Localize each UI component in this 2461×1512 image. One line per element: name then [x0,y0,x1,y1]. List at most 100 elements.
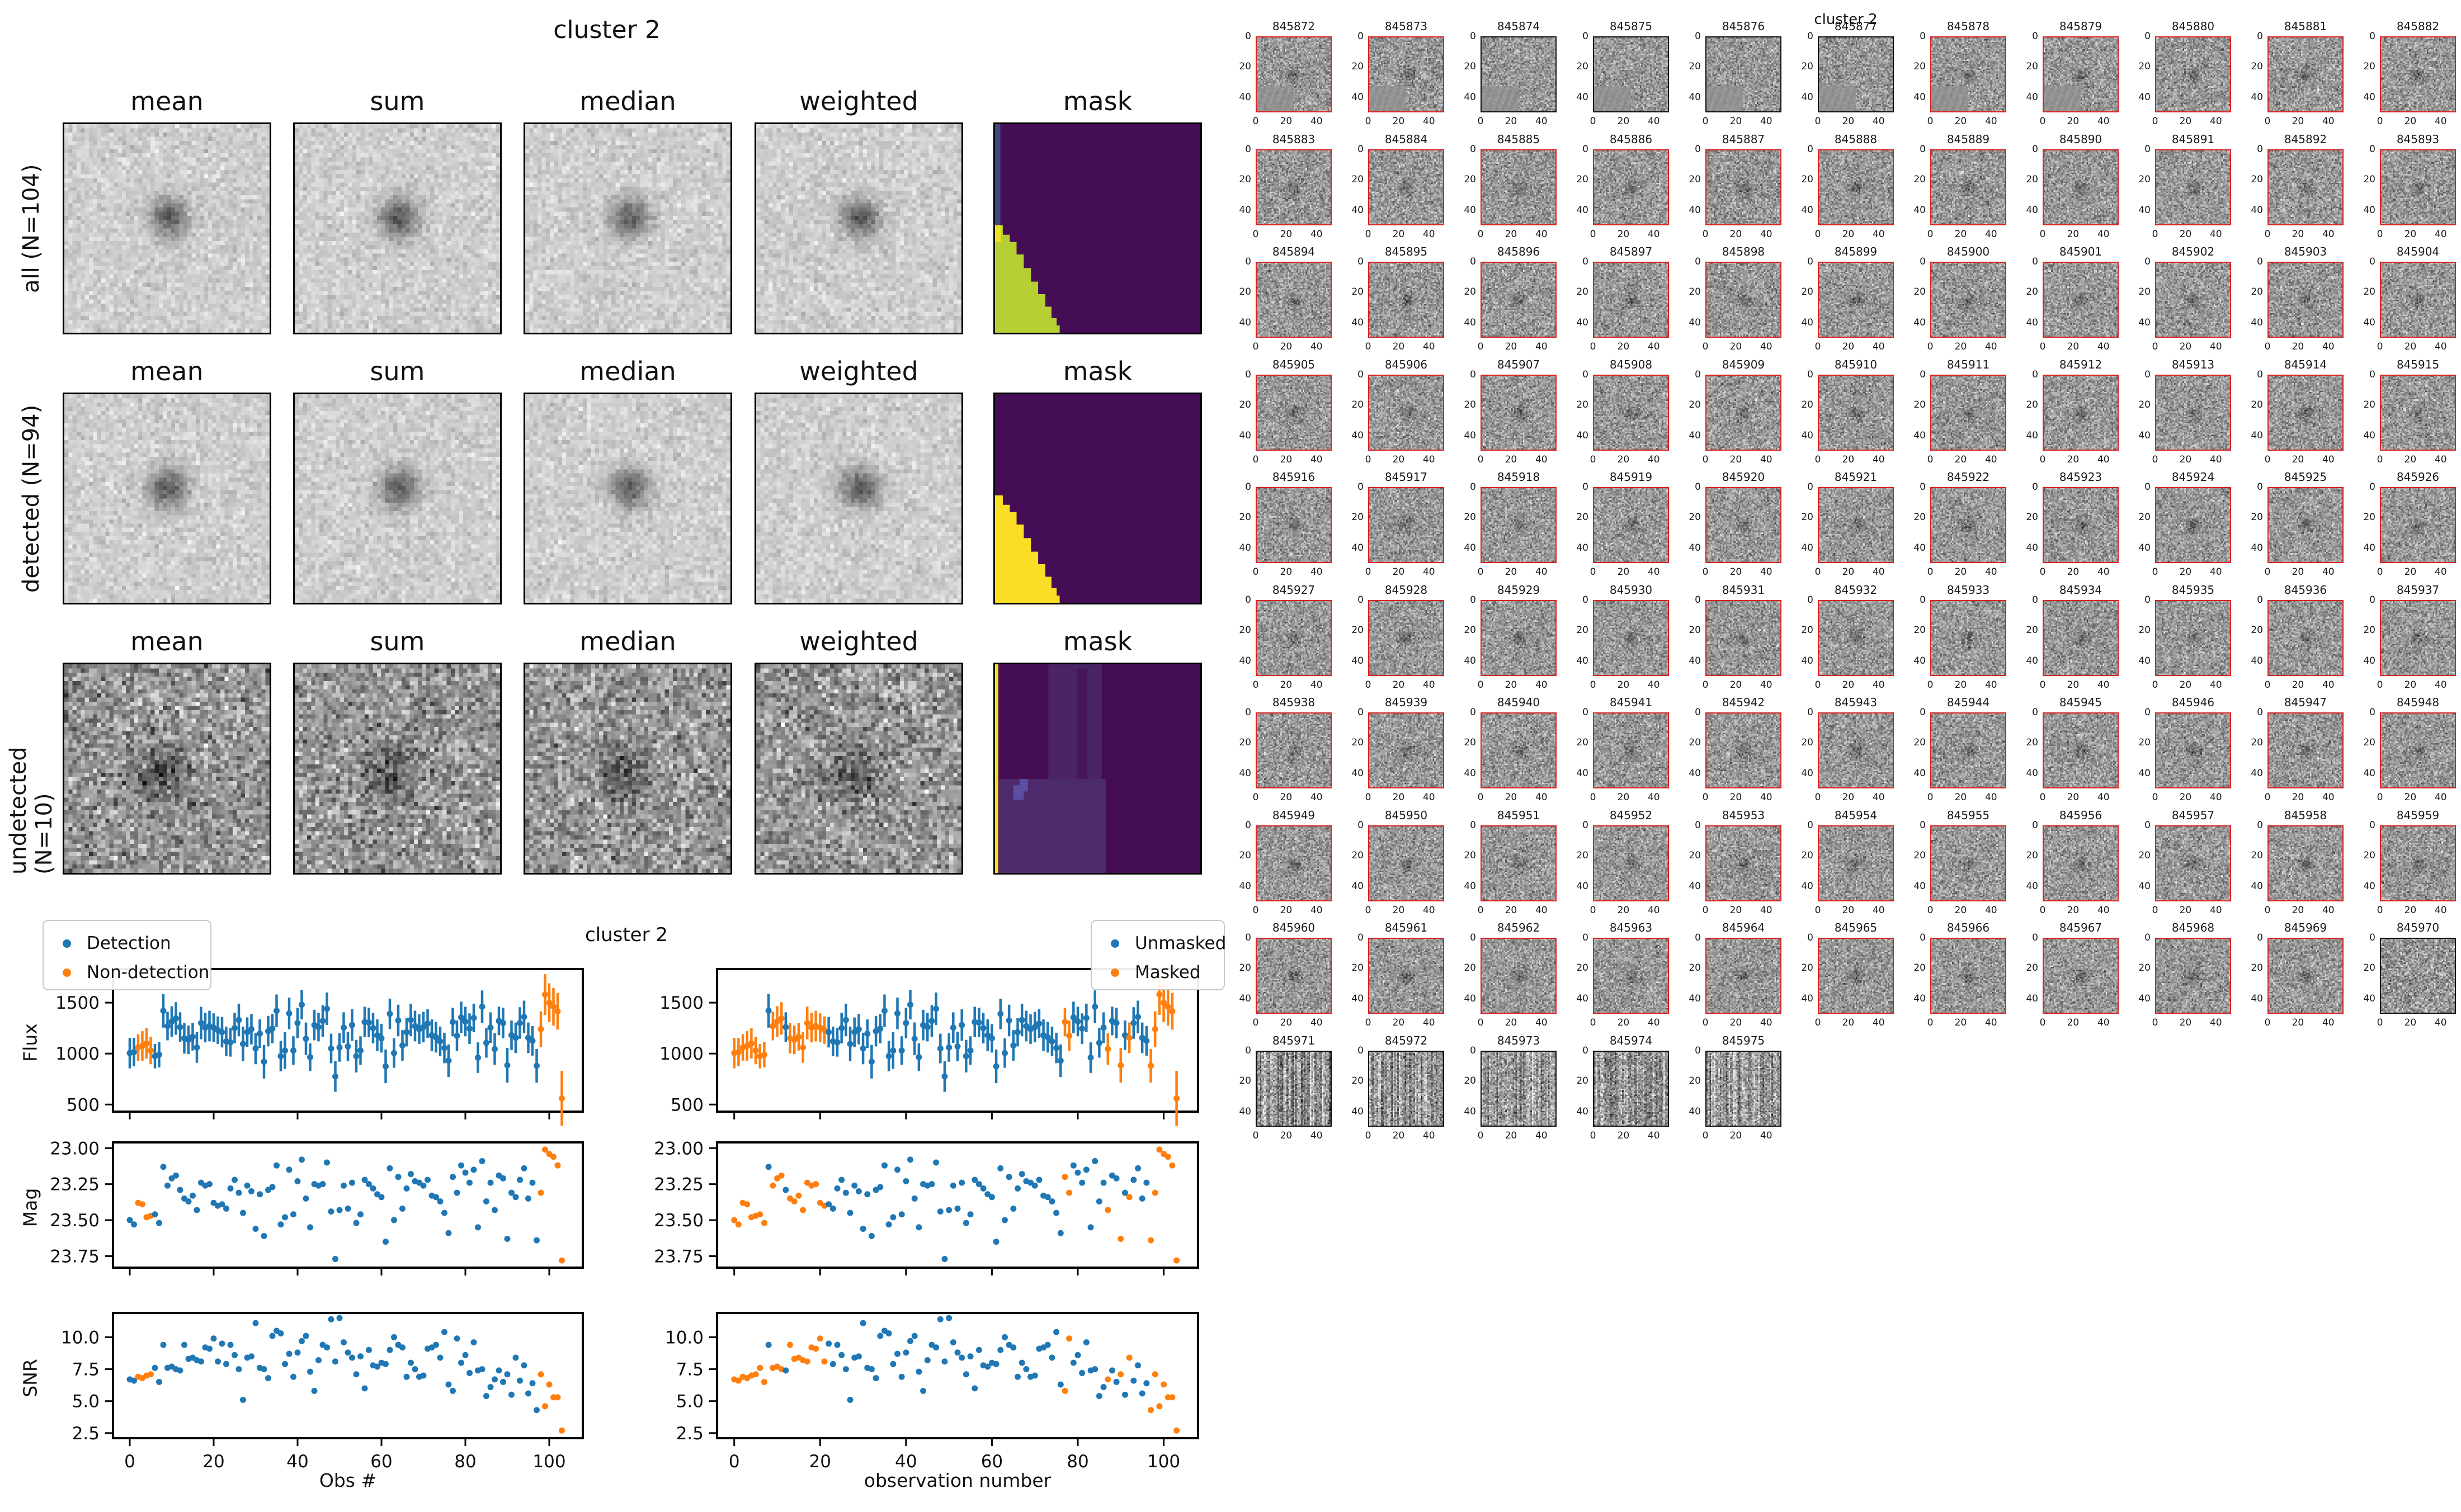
thumbnail-ytick-label: 40 [1689,993,1701,1004]
thumbnail-image-canvas [1706,826,1780,900]
thumbnail-image [1256,712,1332,788]
thumbnail-xtick-label: 40 [1535,1130,1548,1141]
svg-text:40: 40 [895,1452,917,1472]
svg-text:23.25: 23.25 [654,1175,704,1195]
thumbnail-image-canvas [1819,601,1893,675]
thumbnail-xtick-label: 0 [1590,341,1596,352]
thumbnail-ytick-label: 0 [2144,369,2151,380]
thumbnail-ytick-label: 20 [1464,61,1476,73]
thumbnail-cell: 845927 0 20 40 0 20 40 [1230,583,1335,696]
thumbnail-xtick-label: 0 [2264,905,2271,916]
thumbnail-ytick-label: 0 [2369,31,2375,42]
thumbnail-xtick-label: 40 [1647,905,1660,916]
thumbnail-xtick-label: 20 [2179,341,2192,352]
thumbnail-cell: 845950 0 20 40 0 20 40 [1342,809,1448,922]
thumbnail-ytick-label: 40 [1913,429,1926,441]
thumbnail-ytick-label: 0 [1695,144,1701,155]
thumbnail-xtick-label: 0 [1590,792,1596,803]
thumbnail-xtick-label: 40 [2097,454,2110,465]
thumbnail-ytick-label: 0 [2032,707,2038,718]
thumbnail-xtick-label: 0 [2377,679,2383,691]
thumbnail-ytick-label: 20 [1464,962,1476,974]
thumbnail-xtick-label: 20 [1505,1130,1517,1141]
thumbnail-xtick-label: 0 [1252,229,1259,240]
thumbnail-id-label: 845956 [2059,809,2102,822]
thumbnail-id-label: 845896 [1497,245,1540,258]
thumbnail-ytick-label: 40 [1576,880,1588,892]
thumbnail-id-label: 845953 [1722,809,1765,822]
thumbnail-id-label: 845894 [1272,245,1316,258]
thumbnail-ytick-label: 20 [1689,737,1701,749]
thumbnail-xtick-label: 0 [1365,341,1371,352]
thumbnail-xtick-label: 20 [1617,679,1630,691]
thumbnail-image [1368,375,1444,451]
thumbnail-ytick-label: 0 [2257,481,2263,493]
thumbnail-cell: 845886 0 20 40 0 20 40 [1567,133,1672,245]
cutout-column-header: weighted [799,356,918,386]
svg-text:500: 500 [67,1095,100,1115]
thumbnail-xtick-label: 20 [2179,905,2192,916]
thumbnail-xtick-label: 20 [2404,341,2417,352]
thumbnail-id-label: 845903 [2284,245,2327,258]
thumbnail-xtick-label: 20 [1729,341,1742,352]
thumbnail-image [1593,938,1669,1014]
thumbnail-xtick-label: 40 [1647,679,1660,691]
thumbnail-ytick-label: 0 [1920,31,1926,42]
thumbnail-xtick-label: 20 [2067,116,2080,127]
thumbnail-ytick-label: 20 [1689,512,1701,523]
thumbnail-xtick-label: 20 [2179,792,2192,803]
thumbnail-id-label: 845929 [1497,583,1540,597]
thumbnail-ytick-label: 20 [1576,61,1588,73]
thumbnail-ytick-label: 40 [2026,316,2038,328]
obs-number-axis-label: Obs # [319,1470,377,1491]
thumbnail-ytick-label: 40 [2363,655,2375,667]
thumbnail-ytick-label: 40 [1464,993,1476,1004]
thumbnail-xtick-label: 0 [1814,1017,1821,1028]
thumbnail-ytick-label: 0 [1582,144,1588,155]
thumbnail-xtick-label: 0 [2152,341,2158,352]
thumbnail-ytick-label: 0 [1920,932,1926,943]
thumbnail-ytick-label: 0 [1470,256,1476,267]
thumbnail-xtick-label: 20 [1729,1017,1742,1028]
thumbnail-cell: 845931 0 20 40 0 20 40 [1680,583,1785,696]
thumbnail-cell: 845966 0 20 40 0 20 40 [1904,921,2010,1034]
thumbnail-image [1593,600,1669,676]
thumbnail-xtick-label: 20 [1954,679,1967,691]
thumbnail-xtick-label: 0 [1252,679,1259,691]
thumbnail-id-label: 845879 [2059,20,2102,33]
thumbnail-cell: 845907 0 20 40 0 20 40 [1455,358,1560,471]
thumbnail-ytick-label: 20 [2251,962,2263,974]
thumbnail-xtick-label: 20 [1505,341,1517,352]
thumbnail-ytick-label: 0 [2144,594,2151,606]
thumbnail-xtick-label: 20 [1729,679,1742,691]
thumbnail-image [1368,938,1444,1014]
thumbnail-ytick-label: 40 [2138,204,2151,216]
thumbnail-ytick-label: 20 [2363,174,2375,186]
thumbnail-xtick-label: 40 [1760,1017,1772,1028]
thumbnail-id-label: 845962 [1497,921,1540,934]
thumbnail-ytick-label: 40 [1576,204,1588,216]
svg-text:0: 0 [124,1452,135,1472]
thumbnail-xtick-label: 20 [1392,1130,1405,1141]
thumbnail-xtick-label: 40 [2322,1017,2335,1028]
thumbnail-ytick-label: 40 [1801,204,1813,216]
thumbnail-xtick-label: 20 [2292,229,2304,240]
thumbnail-xtick-label: 0 [1477,454,1484,465]
thumbnail-xtick-label: 40 [2209,116,2222,127]
thumbnail-image-canvas [2269,150,2342,224]
thumbnail-id-label: 845952 [1609,809,1653,822]
thumbnail-xtick-label: 20 [2179,116,2192,127]
thumbnail-image-canvas [1819,939,1893,1013]
thumbnail-ytick-label: 40 [1351,542,1364,554]
thumbnail-ytick-label: 40 [1801,655,1813,667]
thumbnail-image [1593,375,1669,451]
svg-text:5.0: 5.0 [676,1392,704,1412]
thumbnail-id-label: 845915 [2396,358,2440,371]
thumbnail-id-label: 845912 [2059,358,2102,371]
thumbnail-id-label: 845930 [1609,583,1653,597]
thumbnail-ytick-label: 20 [1576,962,1588,974]
thumbnail-image-canvas [1819,150,1893,224]
thumbnail-xtick-label: 20 [1505,566,1517,578]
thumbnail-id-label: 845935 [2171,583,2215,597]
